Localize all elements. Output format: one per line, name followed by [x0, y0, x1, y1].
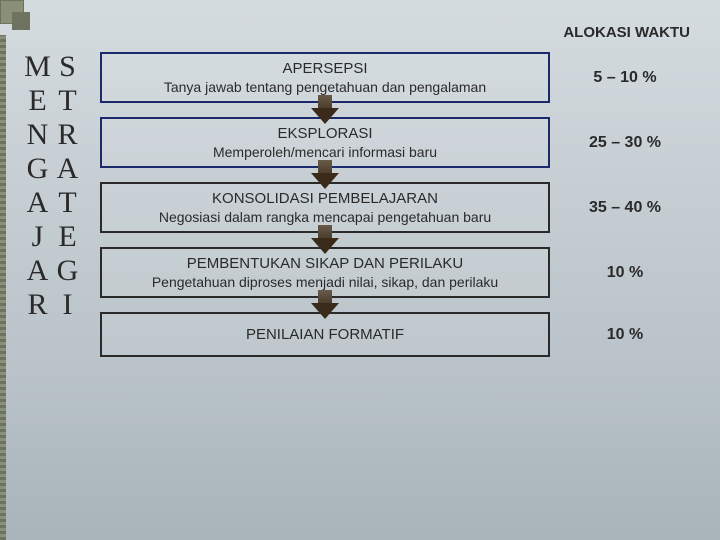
time-label: 10 % — [570, 326, 680, 344]
flow-container: APERSEPSI Tanya jawab tentang pengetahuan… — [100, 52, 700, 357]
time-label: 35 – 40 % — [570, 199, 680, 217]
stage-subtitle: Pengetahuan diproses menjadi nilai, sika… — [112, 274, 538, 290]
arrow-down-icon — [100, 298, 550, 312]
stage-title: PENILAIAN FORMATIF — [112, 326, 538, 343]
vertical-title: STRATEGI MENGAJAR — [22, 50, 82, 540]
stage-title: PEMBENTUKAN SIKAP DAN PERILAKU — [112, 255, 538, 272]
arrow-down-icon — [100, 103, 550, 117]
time-label: 10 % — [570, 264, 680, 282]
side-strip — [0, 35, 6, 540]
arrow-down-icon — [100, 168, 550, 182]
stage-row: PEMBENTUKAN SIKAP DAN PERILAKU Pengetahua… — [100, 247, 700, 298]
stage-title: EKSPLORASI — [112, 125, 538, 142]
stage-subtitle: Memperoleh/mencari informasi baru — [112, 144, 538, 160]
arrow-down-icon — [100, 233, 550, 247]
stage-row: APERSEPSI Tanya jawab tentang pengetahuan… — [100, 52, 700, 103]
header-label: ALOKASI WAKTU — [563, 24, 690, 41]
decor-square-inner — [12, 12, 30, 30]
stage-subtitle: Tanya jawab tentang pengetahuan dan peng… — [112, 79, 538, 95]
time-label: 5 – 10 % — [570, 69, 680, 87]
stage-row: EKSPLORASI Memperoleh/mencari informasi b… — [100, 117, 700, 168]
stage-title: APERSEPSI — [112, 60, 538, 77]
time-label: 25 – 30 % — [570, 134, 680, 152]
stage-subtitle: Negosiasi dalam rangka mencapai pengetah… — [112, 209, 538, 225]
stage-row: KONSOLIDASI PEMBELAJARAN Negosiasi dalam … — [100, 182, 700, 233]
stage-row: PENILAIAN FORMATIF 10 % — [100, 312, 700, 357]
stage-title: KONSOLIDASI PEMBELAJARAN — [112, 190, 538, 207]
